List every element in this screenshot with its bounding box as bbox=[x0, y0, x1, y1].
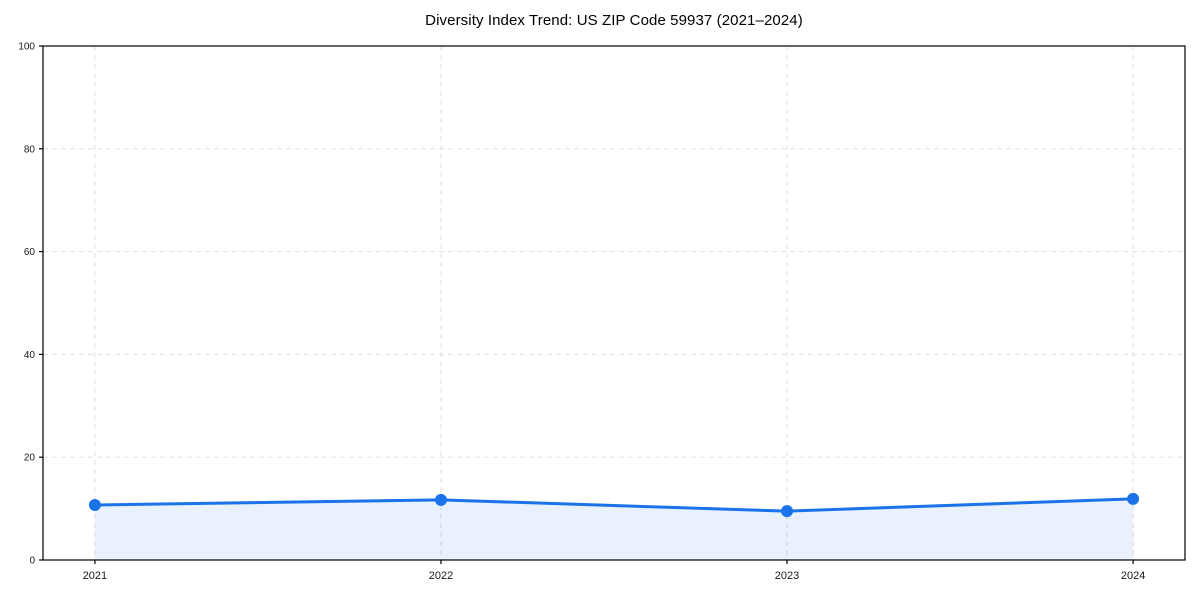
x-tick-label: 2021 bbox=[83, 570, 107, 582]
gridlines bbox=[43, 45, 1185, 561]
data-point-2021 bbox=[88, 499, 101, 512]
y-tick-label: 20 bbox=[24, 453, 36, 464]
y-tick-label: 80 bbox=[24, 144, 36, 155]
x-tick-label: 2022 bbox=[429, 570, 453, 582]
y-axis: 0 20 40 60 80 100 bbox=[18, 42, 43, 567]
x-axis: 2021 2022 2023 2024 bbox=[83, 560, 1145, 582]
data-point-2024 bbox=[1127, 492, 1140, 505]
trend-line bbox=[93, 497, 1135, 513]
y-tick-label: 100 bbox=[18, 42, 35, 53]
y-tick-label: 60 bbox=[24, 247, 36, 258]
y-tick-label: 0 bbox=[29, 556, 35, 567]
area-fill bbox=[94, 498, 1134, 560]
data-point-2023 bbox=[781, 505, 794, 518]
x-tick-label: 2023 bbox=[775, 570, 799, 582]
x-tick-label: 2024 bbox=[1121, 570, 1145, 582]
y-tick-label: 40 bbox=[24, 350, 36, 361]
plot-border bbox=[42, 45, 1186, 561]
data-point-2022 bbox=[434, 493, 447, 506]
chart-title: Diversity Index Trend: US ZIP Code 59937… bbox=[425, 12, 803, 29]
